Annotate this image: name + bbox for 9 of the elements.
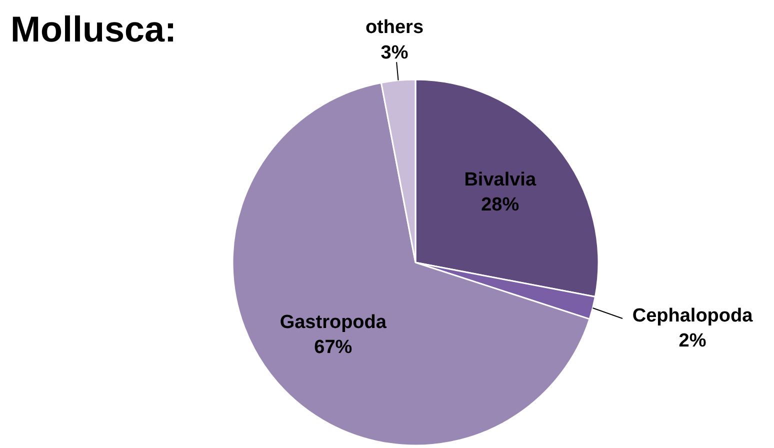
slice-label: Bivalvia (464, 169, 536, 190)
data-label: 28% (481, 194, 520, 216)
data-label: 3% (380, 42, 408, 64)
data-label: 67% (314, 337, 352, 358)
slice-label: Cephalopoda (632, 305, 754, 326)
chart-title: Mollusca: (10, 8, 177, 50)
slice-label: others (365, 17, 424, 38)
slice-label: Gastropoda (280, 312, 387, 334)
data-label: 2% (678, 330, 706, 352)
